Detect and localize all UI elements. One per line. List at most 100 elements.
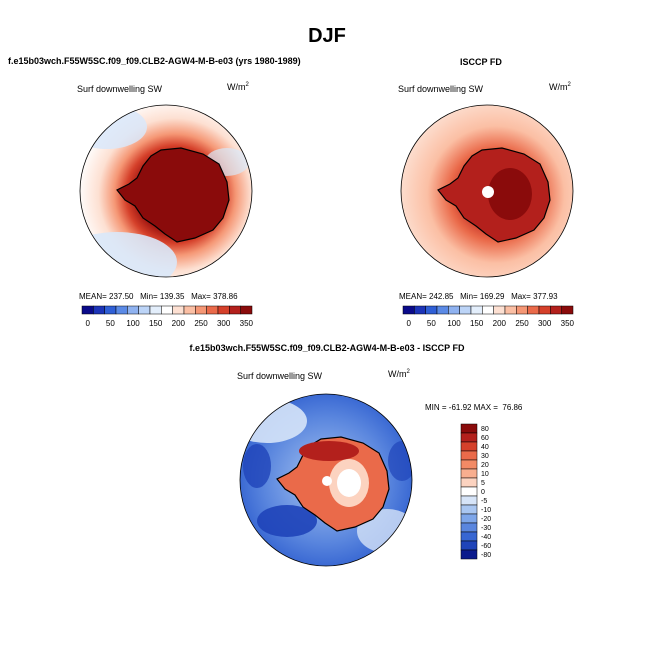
colorbar-tick-label: 50 bbox=[106, 319, 115, 328]
map2-title: Surf downwelling SW bbox=[398, 84, 484, 94]
colorbar-tick-label: 350 bbox=[561, 319, 575, 328]
colorbar-tick-label: 10 bbox=[481, 471, 489, 478]
colorbar-swatch bbox=[138, 305, 151, 315]
colorbar-tick-label: 60 bbox=[481, 435, 489, 442]
map1-units: W/m2 bbox=[227, 82, 249, 92]
colorbar-swatch bbox=[460, 522, 478, 533]
colorbar-tick-label: 0 bbox=[481, 489, 485, 496]
colorbar-swatch bbox=[81, 305, 94, 315]
colorbar-swatch bbox=[172, 305, 185, 315]
colorbar-tick-label: -5 bbox=[481, 498, 487, 505]
colorbar-tick-label: 100 bbox=[126, 319, 140, 328]
map3-units: W/m2 bbox=[388, 369, 410, 379]
colorbar-tick-label: 0 bbox=[406, 319, 411, 328]
colorbar-tick-label: -60 bbox=[481, 543, 491, 550]
colorbar-tick-label: 40 bbox=[481, 444, 489, 451]
page-title: DJF bbox=[308, 25, 346, 47]
colorbar-tick-label: 300 bbox=[538, 319, 552, 328]
colorbar-swatch bbox=[460, 504, 478, 515]
colorbar-tick-label: -30 bbox=[481, 525, 491, 532]
colorbar-swatch bbox=[183, 305, 196, 315]
map3-neutral-region bbox=[337, 469, 361, 497]
colorbar-tick-label: 200 bbox=[493, 319, 507, 328]
colorbar-swatch bbox=[460, 450, 478, 461]
colorbar-tick-label: -80 bbox=[481, 552, 491, 559]
map2-high-region bbox=[488, 168, 532, 220]
map3-dark-region bbox=[388, 441, 412, 481]
colorbar-tick-label: 250 bbox=[194, 319, 208, 328]
colorbar-swatch bbox=[425, 305, 438, 315]
map3-title: Surf downwelling SW bbox=[237, 371, 323, 381]
colorbar-swatch bbox=[161, 305, 173, 315]
colorbar-tick-label: 0 bbox=[85, 319, 90, 328]
colorbar-swatch bbox=[127, 305, 139, 315]
colorbar-tick-label: 350 bbox=[240, 319, 254, 328]
colorbar-swatch bbox=[550, 305, 562, 315]
obs-panel-label: ISCCP FD bbox=[460, 57, 502, 67]
colorbar-swatch bbox=[561, 305, 574, 315]
colorbar-swatch bbox=[460, 468, 478, 479]
map2-boundary bbox=[400, 104, 574, 278]
map3-boundary bbox=[239, 393, 413, 567]
model-panel-label: f.e15b03wch.F55W5SC.f09_f09.CLB2-AGW4-M-… bbox=[8, 56, 301, 66]
colorbar-tick-label: -10 bbox=[481, 507, 491, 514]
colorbar-swatch bbox=[402, 305, 415, 315]
colorbar-swatch bbox=[504, 305, 517, 315]
colorbar-swatch bbox=[460, 549, 478, 560]
colorbar-swatch bbox=[470, 305, 483, 315]
colorbar-swatch bbox=[527, 305, 540, 315]
colorbar-tick-label: 5 bbox=[481, 480, 485, 487]
colorbar-diff: 80 60 40 30 20 10 5 0 -5 -10 -20 -30 -40 -60 -80 bbox=[460, 423, 491, 560]
colorbar-swatch bbox=[217, 305, 230, 315]
map3-dark-region bbox=[257, 505, 317, 537]
colorbar-swatch bbox=[460, 540, 478, 551]
colorbar-swatch bbox=[93, 305, 105, 315]
map3-stats: MIN = -61.92 MAX = 76.86 bbox=[425, 403, 523, 412]
colorbar-tick-label: 30 bbox=[481, 453, 489, 460]
map-diff bbox=[239, 393, 413, 567]
diff-panel-label: f.e15b03wch.F55W5SC.f09_f09.CLB2-AGW4-M-… bbox=[189, 343, 465, 353]
colorbar-swatch bbox=[460, 531, 478, 542]
colorbar-swatch bbox=[195, 305, 207, 315]
colorbar-swatch bbox=[460, 432, 478, 443]
colorbar-obs: 0 50 100 150 200 250 300 350 bbox=[402, 305, 575, 328]
colorbar-swatch bbox=[448, 305, 460, 315]
colorbar-tick-label: -20 bbox=[481, 516, 491, 523]
colorbar-swatch bbox=[240, 305, 253, 315]
colorbar-tick-label: 150 bbox=[149, 319, 163, 328]
colorbar-tick-label: 100 bbox=[447, 319, 461, 328]
colorbar-swatch bbox=[460, 486, 478, 497]
map3-dark-region bbox=[243, 444, 271, 488]
colorbar-swatch bbox=[516, 305, 528, 315]
colorbar-swatch bbox=[149, 305, 162, 315]
colorbar-swatch bbox=[459, 305, 472, 315]
colorbar-swatch bbox=[538, 305, 551, 315]
map2-stats: MEAN= 242.85 Min= 169.29 Max= 377.93 bbox=[399, 292, 558, 301]
colorbar-tick-label: 150 bbox=[470, 319, 484, 328]
map-model bbox=[79, 104, 253, 278]
colorbar-tick-label: 20 bbox=[481, 462, 489, 469]
colorbar-swatch bbox=[229, 305, 241, 315]
colorbar-swatch bbox=[460, 495, 478, 506]
colorbar-tick-label: 200 bbox=[172, 319, 186, 328]
colorbar-tick-label: -40 bbox=[481, 534, 491, 541]
colorbar-swatch bbox=[414, 305, 426, 315]
colorbar-swatch bbox=[104, 305, 117, 315]
colorbar-swatch bbox=[482, 305, 494, 315]
colorbar-swatch bbox=[115, 305, 128, 315]
colorbar-swatch bbox=[436, 305, 449, 315]
colorbar-swatch bbox=[460, 441, 478, 452]
colorbar-swatch bbox=[460, 459, 478, 470]
colorbar-swatch bbox=[493, 305, 506, 315]
map-obs bbox=[400, 104, 574, 278]
map1-boundary bbox=[79, 104, 253, 278]
colorbar-tick-label: 250 bbox=[515, 319, 529, 328]
map3-pole-missing bbox=[322, 476, 332, 486]
colorbar-swatch bbox=[206, 305, 219, 315]
map1-stats: MEAN= 237.50 Min= 139.35 Max= 378.86 bbox=[79, 292, 238, 301]
map3-high-region bbox=[299, 441, 359, 461]
map1-title: Surf downwelling SW bbox=[77, 84, 163, 94]
colorbar-tick-label: 300 bbox=[217, 319, 231, 328]
map2-units: W/m2 bbox=[549, 82, 571, 92]
map2-pole-missing bbox=[482, 186, 494, 198]
